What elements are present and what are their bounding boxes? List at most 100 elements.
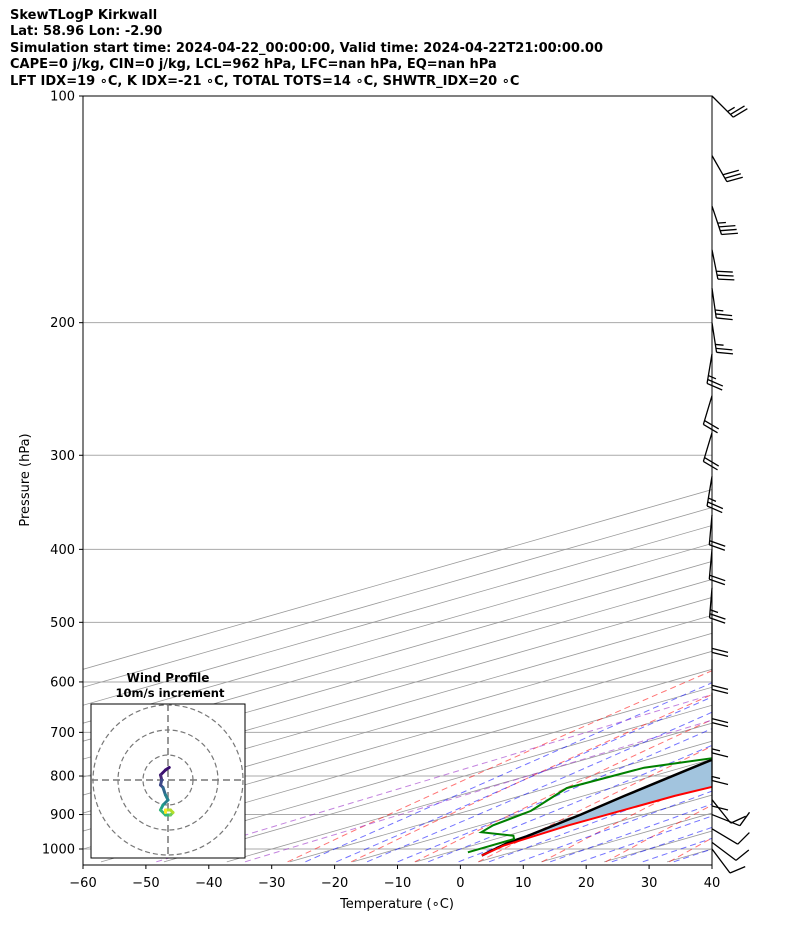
isotherm-line [604,830,712,863]
isotherm-line [83,668,712,850]
wind-barb-staff [708,514,713,545]
x-tick-label: 40 [704,876,721,891]
wind-barb-flag [730,105,745,115]
wind-barb [711,205,738,236]
wind-barb-flag [711,752,729,758]
y-tick-label: 200 [50,316,75,331]
wind-barb [711,841,750,861]
wind-barb [711,95,748,118]
x-tick-label: −20 [321,876,348,891]
wind-barb-flag [715,313,733,317]
location-line: Lat: 58.96 Lon: -2.90 [10,24,163,40]
wind-barb [711,622,729,657]
x-tick-label: 0 [456,876,464,891]
mixing-ratio-line [156,694,712,863]
moist-adiabat [458,761,712,863]
y-tick-label: 100 [50,90,75,105]
wind-barb-staff [711,95,734,118]
indices-line: LFT IDX=19 ∘C, K IDX=-21 ∘C, TOTAL TOTS=… [10,73,520,89]
wind-barb-flag [726,176,743,183]
y-tick-label: 800 [50,770,75,785]
x-axis: −60 −50 −40 −30 −20 −10 0 10 20 30 40 [69,865,720,891]
wind-barb [702,432,720,471]
wind-barb-flag [732,108,748,118]
wind-barb [706,353,724,391]
wind-barb-flag [704,419,720,430]
wind-barb-flag [703,423,718,434]
wind-barb-half-flag [715,343,724,346]
wind-barb-staff [702,432,713,462]
wind-barb-staff [708,587,713,618]
isotherm-line [83,650,712,832]
hodograph-title: Wind Profile [127,671,210,685]
wind-barb [711,811,751,827]
isotherm-line [352,758,712,863]
y-tick-label: 400 [50,543,75,558]
wind-barb-flag [711,647,729,653]
wind-barb-flag [739,811,751,827]
moist-adiabat [642,837,712,863]
wind-barb-staff [711,322,718,353]
dewpoint-line [467,757,712,854]
isotherm-line [478,794,712,863]
dry-adiabat [541,774,712,863]
wind-barb-flag [716,351,734,355]
x-tick-label: 20 [578,876,595,891]
y-tick-label: 1000 [42,843,75,858]
dry-adiabat [605,804,712,863]
wind-barb-flag [711,718,729,724]
mixing-ratio-line [244,719,712,863]
x-tick-label: 30 [641,876,658,891]
x-tick-label: −40 [195,876,222,891]
y-axis-title: Pressure (hPa) [18,433,33,526]
wind-barb-flag [711,651,729,657]
wind-barb-staff [702,395,713,425]
wind-barb-flag [711,779,729,786]
isotherm-line [83,632,712,814]
wind-barb-staff [706,353,713,384]
wind-barb-half-flag [709,609,719,614]
wind-barb-half-flag [711,748,721,752]
wind-barb-flag [706,505,723,514]
y-axis: 100 200 300 400 500 600 700 800 900 1000 [42,90,83,858]
wind-barb-staff [706,476,713,507]
wind-barb [711,848,746,874]
wind-barb-flag [707,501,724,510]
moist-adiabat [366,711,712,863]
wind-barb-flag [716,317,733,321]
cape-line: CAPE=0 j/kg, CIN=0 j/kg, LCL=962 hPa, LF… [10,57,497,73]
wind-barb [711,750,729,786]
isotherm-line [541,812,712,863]
wind-barb-flag [721,232,738,236]
wind-barb-flag [735,849,750,861]
moist-adiabat [488,776,712,863]
isotherm-line [83,614,712,796]
wind-barb-flag [709,544,726,551]
wind-barb [711,799,747,824]
wind-barb [711,322,734,355]
wind-barb-staff [711,799,732,824]
moist-adiabat [580,815,712,863]
cape-fill-area [481,759,712,856]
wind-barb [711,155,743,183]
temperature-line [481,785,712,857]
wind-barb-staff [711,249,719,280]
wind-barb-flag [709,540,726,547]
wind-barb-staff [711,848,731,874]
isotherm-line [163,704,712,863]
isotherm-line [100,686,712,863]
wind-barb-half-flag [708,497,717,502]
wind-barb [702,395,720,434]
wind-barb-half-flag [708,374,717,380]
wind-barb-half-flag [727,106,735,113]
x-tick-label: 10 [515,876,532,891]
x-axis-title: Temperature (∘C) [339,897,454,912]
wind-barb-flag [703,460,718,471]
dry-adiabat [414,719,712,863]
profile-lines [467,757,712,857]
wind-barb-staff [711,155,728,182]
x-tick-label: −50 [132,876,159,891]
wind-barb [711,828,750,845]
cape-fill [481,759,712,856]
